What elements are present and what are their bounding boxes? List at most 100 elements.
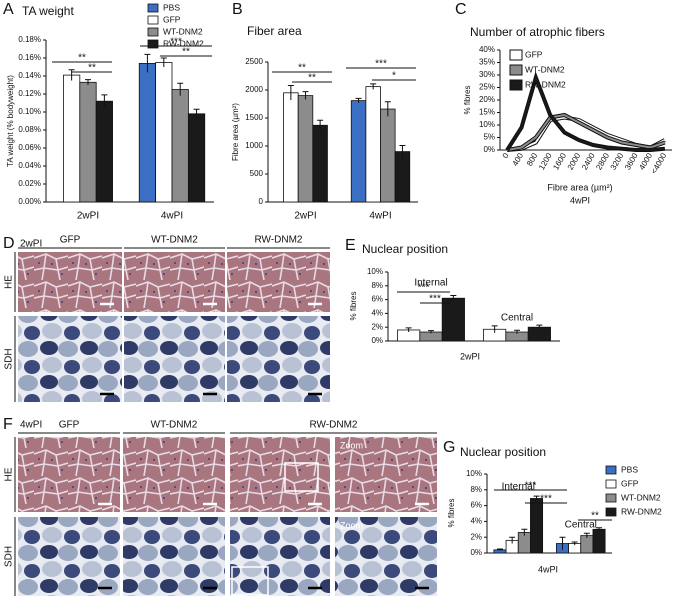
y-tick-label: 1500 bbox=[245, 113, 263, 122]
y-tick-label: 6% bbox=[470, 501, 482, 510]
group-label: Internal bbox=[502, 482, 535, 493]
column-label: WT-DNM2 bbox=[151, 235, 198, 246]
y-tick-label: 6% bbox=[371, 295, 383, 304]
error-bar bbox=[428, 330, 434, 334]
y-tick-label: 4% bbox=[470, 517, 482, 526]
row-label: SDH bbox=[4, 546, 15, 567]
chart-b: B Fiber area Fibre area (µm²) 0 500 1000 1500 2… bbox=[231, 1, 418, 222]
y-tick-label: 10% bbox=[367, 267, 383, 276]
legend-label: PBS bbox=[621, 464, 638, 474]
column-label: RW-DNM2 bbox=[255, 235, 303, 246]
y-axis-label: % fibres bbox=[463, 86, 472, 115]
bar bbox=[312, 124, 328, 203]
y-axis-label: Fibre area (µm²) bbox=[231, 103, 240, 161]
legend-label: RW-DNM2 bbox=[621, 506, 662, 516]
significance-label: *** bbox=[418, 283, 430, 294]
error-bar bbox=[536, 324, 543, 330]
x-tick-label: 4wPI bbox=[369, 211, 391, 222]
y-tick-label: 8% bbox=[371, 281, 383, 290]
significance-label: ** bbox=[78, 53, 86, 64]
legend-label: PBS bbox=[163, 2, 180, 12]
error-bar bbox=[302, 91, 309, 100]
significance-label: ** bbox=[182, 47, 190, 58]
y-tick-label: 2% bbox=[371, 322, 383, 331]
legend-swatch bbox=[605, 479, 617, 489]
legend-label: GFP bbox=[525, 49, 543, 59]
error-bar bbox=[160, 57, 167, 67]
bar bbox=[187, 113, 206, 203]
y-tick-label: 1000 bbox=[245, 141, 263, 150]
bar bbox=[365, 86, 381, 203]
error-bar bbox=[177, 82, 184, 96]
error-bar bbox=[596, 527, 603, 531]
error-bar bbox=[491, 325, 498, 333]
x-tick-label: 1200 bbox=[537, 151, 554, 171]
error-bar bbox=[496, 548, 503, 551]
y-tick-label: 2500 bbox=[245, 57, 263, 66]
group-label: Central bbox=[501, 313, 533, 324]
significance-label: *** bbox=[525, 481, 537, 492]
bar bbox=[79, 81, 97, 203]
micrograph bbox=[230, 517, 330, 596]
y-tick-label: 4% bbox=[371, 309, 383, 318]
error-bar bbox=[514, 329, 520, 334]
chart-title: Number of atrophic fibers bbox=[470, 25, 605, 39]
error-bar bbox=[533, 495, 540, 501]
error-bar bbox=[571, 541, 578, 546]
chart-g: G Nuclear position % fibres 4wPI 0% 2% 4% 6% 8% 1… bbox=[443, 439, 662, 574]
y-axis-label: % fibres bbox=[349, 292, 358, 321]
condition-label: 4wPI bbox=[20, 420, 42, 431]
panel-letter: F bbox=[3, 416, 13, 433]
micrograph bbox=[335, 517, 437, 596]
column-label: RW-DNM2 bbox=[310, 420, 358, 431]
legend-swatch bbox=[147, 39, 159, 49]
group-label: Central bbox=[565, 520, 597, 531]
micrograph bbox=[335, 437, 437, 512]
legend-swatch bbox=[605, 507, 617, 517]
panel-letter: B bbox=[232, 1, 243, 18]
row-label: HE bbox=[4, 275, 15, 289]
column-label: WT-DNM2 bbox=[151, 420, 198, 431]
bar bbox=[394, 151, 411, 203]
zoom-label: Zoom bbox=[340, 520, 363, 530]
y-tick-label: 2000 bbox=[245, 85, 263, 94]
y-tick-label: 40% bbox=[479, 45, 495, 54]
micrograph bbox=[124, 316, 225, 402]
panel-letter: D bbox=[3, 235, 15, 252]
significance-label: ** bbox=[308, 73, 316, 84]
micrograph bbox=[230, 437, 330, 512]
x-axis-label: Fibre area (µm²) bbox=[547, 182, 612, 192]
error-bar bbox=[68, 69, 75, 81]
chart-e: E Nuclear position % fibres 2wPI 0% 2% 4% 6% 8% 1… bbox=[345, 237, 560, 361]
micrograph bbox=[123, 517, 225, 596]
x-tick-label: 2800 bbox=[594, 151, 611, 171]
y-axis-label: TA weight (% bodyweight) bbox=[6, 75, 15, 167]
x-tick-label: 0 bbox=[501, 151, 511, 160]
error-bar bbox=[370, 83, 377, 90]
significance-label: ** bbox=[298, 63, 306, 74]
error-bar bbox=[193, 108, 200, 119]
y-tick-label: 20% bbox=[479, 95, 495, 104]
condition-label: 2wPI bbox=[20, 239, 42, 250]
significance-label: *** bbox=[170, 37, 182, 48]
x-tick-label: 2wPI bbox=[77, 211, 99, 222]
significance-label: *** bbox=[429, 294, 441, 305]
x-tick-label: 1600 bbox=[551, 151, 568, 171]
micrograph bbox=[227, 316, 330, 402]
legend-swatch bbox=[509, 49, 523, 61]
y-tick-label: 30% bbox=[479, 70, 495, 79]
legend-label: WT-DNM2 bbox=[163, 26, 203, 36]
y-tick-label: 0.18% bbox=[18, 35, 41, 44]
chart-title: Fiber area bbox=[247, 24, 302, 38]
x-tick-label: 3200 bbox=[609, 151, 626, 171]
legend-label: GFP bbox=[163, 14, 181, 24]
bar bbox=[530, 498, 544, 554]
error-bar bbox=[399, 144, 406, 158]
y-tick-label: 25% bbox=[479, 83, 495, 92]
y-tick-label: 0.10% bbox=[18, 107, 41, 116]
y-tick-label: 0.12% bbox=[18, 89, 41, 98]
bar bbox=[441, 297, 465, 342]
subtitle: 4wPI bbox=[570, 195, 590, 205]
y-tick-label: 2% bbox=[470, 532, 482, 541]
